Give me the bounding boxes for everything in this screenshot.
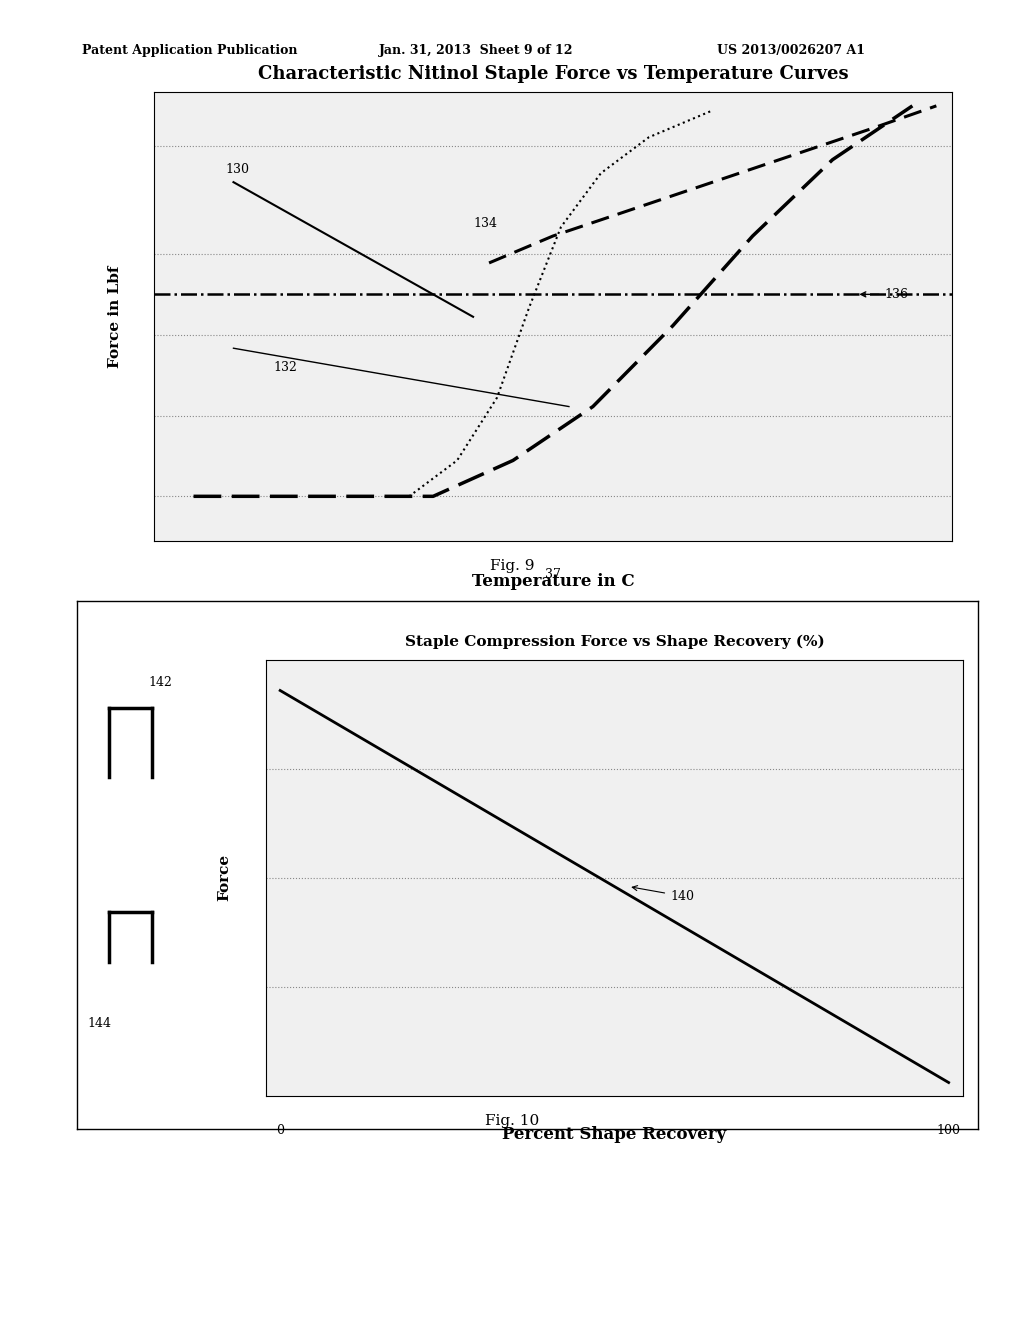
Y-axis label: Force: Force	[217, 854, 231, 902]
Text: 0: 0	[276, 1123, 285, 1137]
Text: 132: 132	[273, 360, 297, 374]
Text: 37: 37	[545, 568, 561, 581]
Text: Jan. 31, 2013  Sheet 9 of 12: Jan. 31, 2013 Sheet 9 of 12	[379, 44, 573, 57]
Text: Patent Application Publication: Patent Application Publication	[82, 44, 297, 57]
Text: 144: 144	[87, 1016, 111, 1030]
Title: Staple Compression Force vs Shape Recovery (%): Staple Compression Force vs Shape Recove…	[404, 635, 824, 649]
Text: 134: 134	[473, 216, 497, 230]
Text: 100: 100	[937, 1123, 961, 1137]
Y-axis label: Force in Lbf: Force in Lbf	[108, 265, 122, 368]
Text: 130: 130	[225, 164, 250, 176]
Text: Fig. 9: Fig. 9	[489, 560, 535, 573]
Text: Fig. 10: Fig. 10	[485, 1114, 539, 1127]
Title: Characteristic Nitinol Staple Force vs Temperature Curves: Characteristic Nitinol Staple Force vs T…	[258, 65, 848, 83]
Text: 142: 142	[148, 676, 172, 689]
Text: 136: 136	[861, 288, 908, 301]
X-axis label: Percent Shape Recovery: Percent Shape Recovery	[503, 1126, 726, 1143]
Text: US 2013/0026207 A1: US 2013/0026207 A1	[717, 44, 865, 57]
Text: 140: 140	[632, 886, 694, 903]
X-axis label: Temperature in C: Temperature in C	[472, 573, 634, 590]
